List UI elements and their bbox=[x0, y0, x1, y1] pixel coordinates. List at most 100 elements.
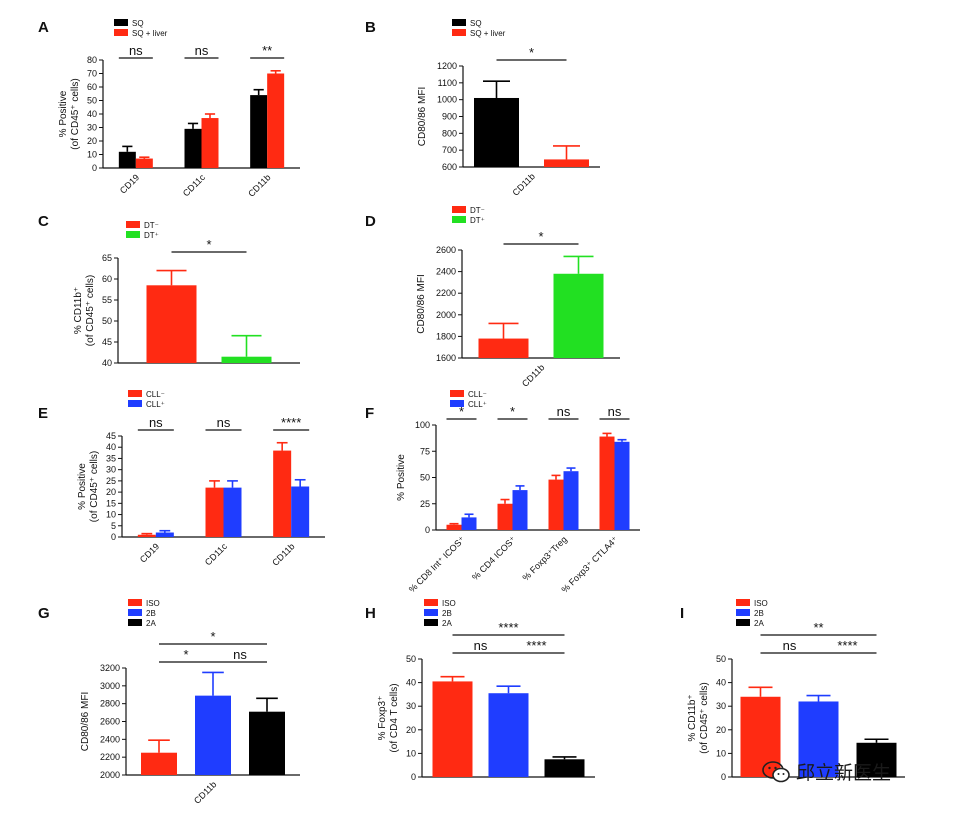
significance-label: ns bbox=[557, 404, 571, 419]
y-axis-label-line: CD80/86 MFI bbox=[417, 87, 428, 146]
watermark: 邱立新医生 bbox=[762, 758, 891, 785]
category-label: CD11b bbox=[510, 171, 536, 197]
y-tick-label: 20 bbox=[716, 725, 726, 735]
y-tick-label: 10 bbox=[106, 510, 116, 520]
bar bbox=[497, 503, 513, 530]
y-tick-label: 0 bbox=[721, 772, 726, 782]
y-tick-label: 0 bbox=[411, 772, 416, 782]
legend-label: 2A bbox=[754, 619, 764, 628]
y-axis-label-line: % CD11b⁺ bbox=[73, 287, 84, 334]
bar bbox=[205, 487, 224, 537]
legend-label: ISO bbox=[754, 599, 768, 608]
y-tick-label: 2800 bbox=[100, 699, 120, 709]
significance-label: * bbox=[510, 404, 515, 419]
y-tick-label: 40 bbox=[106, 442, 116, 452]
y-tick-label: 60 bbox=[87, 82, 97, 92]
y-axis-label-line: CD80/86 MFI bbox=[416, 274, 427, 333]
y-axis-label-line: (of CD4 T cells) bbox=[389, 683, 400, 752]
panel-letter: C bbox=[38, 213, 49, 230]
legend-label: ISO bbox=[146, 599, 160, 608]
y-axis-label: % CD11b⁺(of CD45⁺ cells) bbox=[73, 275, 96, 346]
significance-label: ** bbox=[262, 43, 272, 58]
legend-label: SQ bbox=[470, 19, 482, 28]
bar bbox=[548, 479, 564, 530]
y-axis-label-line: CD80/86 MFI bbox=[80, 692, 91, 751]
y-tick-label: 0 bbox=[111, 532, 116, 542]
panel-letter: I bbox=[680, 605, 684, 622]
panel-letter: B bbox=[365, 19, 376, 36]
significance-label: ** bbox=[813, 620, 823, 635]
y-axis-label-line: (of CD45⁺ cells) bbox=[85, 275, 96, 346]
y-axis-label-line: % Positive bbox=[77, 463, 88, 510]
category-label: CD19 bbox=[118, 172, 141, 195]
y-axis-label: % CD11b⁺(of CD45⁺ cells) bbox=[687, 682, 710, 753]
y-axis-label: CD80/86 MFI bbox=[416, 274, 427, 333]
significance-label: * bbox=[183, 647, 188, 662]
bar bbox=[221, 356, 272, 363]
y-tick-label: 25 bbox=[420, 499, 430, 509]
category-label: CD11c bbox=[203, 541, 229, 567]
panel-a: A 0 10 20 30 40 50 60 70 80 % Positive(of CD45⁺ ce… bbox=[38, 19, 300, 199]
category-label: CD11b bbox=[246, 172, 272, 198]
legend-swatch bbox=[424, 609, 438, 616]
legend-swatch bbox=[114, 19, 128, 26]
y-tick-label: 40 bbox=[87, 109, 97, 119]
y-tick-label: 5 bbox=[111, 521, 116, 531]
y-tick-label: 10 bbox=[716, 748, 726, 758]
significance-label: ns bbox=[474, 638, 488, 653]
y-tick-label: 2200 bbox=[100, 752, 120, 762]
legend-label: 2A bbox=[146, 619, 156, 628]
y-tick-label: 40 bbox=[716, 678, 726, 688]
y-axis-label-line: (of CD45⁺ cells) bbox=[699, 682, 710, 753]
significance-label: * bbox=[529, 45, 534, 60]
legend-swatch bbox=[128, 599, 142, 606]
y-tick-label: 900 bbox=[442, 112, 457, 122]
legend-swatch bbox=[424, 599, 438, 606]
significance-label: ns bbox=[195, 43, 209, 58]
panel-d: D 1600 1800 2000 2200 2400 2600 CD80/86 MFI DT⁻D… bbox=[365, 206, 620, 389]
y-tick-label: 100 bbox=[415, 420, 430, 430]
y-axis-label-line: % CD11b⁺ bbox=[687, 694, 698, 741]
bar bbox=[291, 486, 310, 537]
panel-letter: E bbox=[38, 405, 48, 422]
panel-letter: G bbox=[38, 605, 50, 622]
legend-label: DT⁺ bbox=[144, 231, 159, 240]
legend-swatch bbox=[450, 400, 464, 407]
category-label: % Foxp3⁺ CTLA4⁺ bbox=[559, 534, 620, 595]
legend-label: 2B bbox=[442, 609, 452, 618]
y-tick-label: 800 bbox=[442, 128, 457, 138]
y-tick-label: 50 bbox=[420, 473, 430, 483]
legend-label: SQ bbox=[132, 19, 144, 28]
legend-label: CLL⁺ bbox=[146, 400, 165, 409]
y-tick-label: 75 bbox=[420, 446, 430, 456]
legend-swatch bbox=[128, 390, 142, 397]
bar bbox=[184, 128, 202, 168]
y-tick-label: 80 bbox=[87, 55, 97, 65]
y-tick-label: 30 bbox=[406, 701, 416, 711]
panel-letter: A bbox=[38, 19, 49, 36]
y-tick-label: 1100 bbox=[438, 78, 457, 88]
y-tick-label: 40 bbox=[406, 678, 416, 688]
bar bbox=[432, 681, 473, 777]
category-label: CD11b bbox=[270, 541, 296, 567]
bar bbox=[563, 471, 579, 530]
y-tick-label: 2400 bbox=[100, 734, 120, 744]
legend-swatch bbox=[126, 221, 140, 228]
y-tick-label: 2600 bbox=[100, 717, 120, 727]
category-label: % Foxp3⁺Treg bbox=[521, 534, 569, 582]
legend-swatch bbox=[128, 619, 142, 626]
y-tick-label: 2000 bbox=[436, 310, 456, 320]
category-label: CD11b bbox=[192, 779, 218, 805]
bar bbox=[195, 695, 231, 775]
category-label: % CD8 Int⁺ ICOS⁺ bbox=[407, 534, 467, 594]
significance-label: **** bbox=[281, 415, 301, 430]
bar bbox=[223, 487, 242, 537]
y-axis-label: % Positive(of CD45⁺ cells) bbox=[58, 78, 81, 149]
panel-letter: F bbox=[365, 405, 374, 422]
y-tick-label: 50 bbox=[716, 654, 726, 664]
y-tick-label: 35 bbox=[106, 453, 116, 463]
bar bbox=[250, 95, 268, 168]
y-tick-label: 600 bbox=[442, 162, 457, 172]
